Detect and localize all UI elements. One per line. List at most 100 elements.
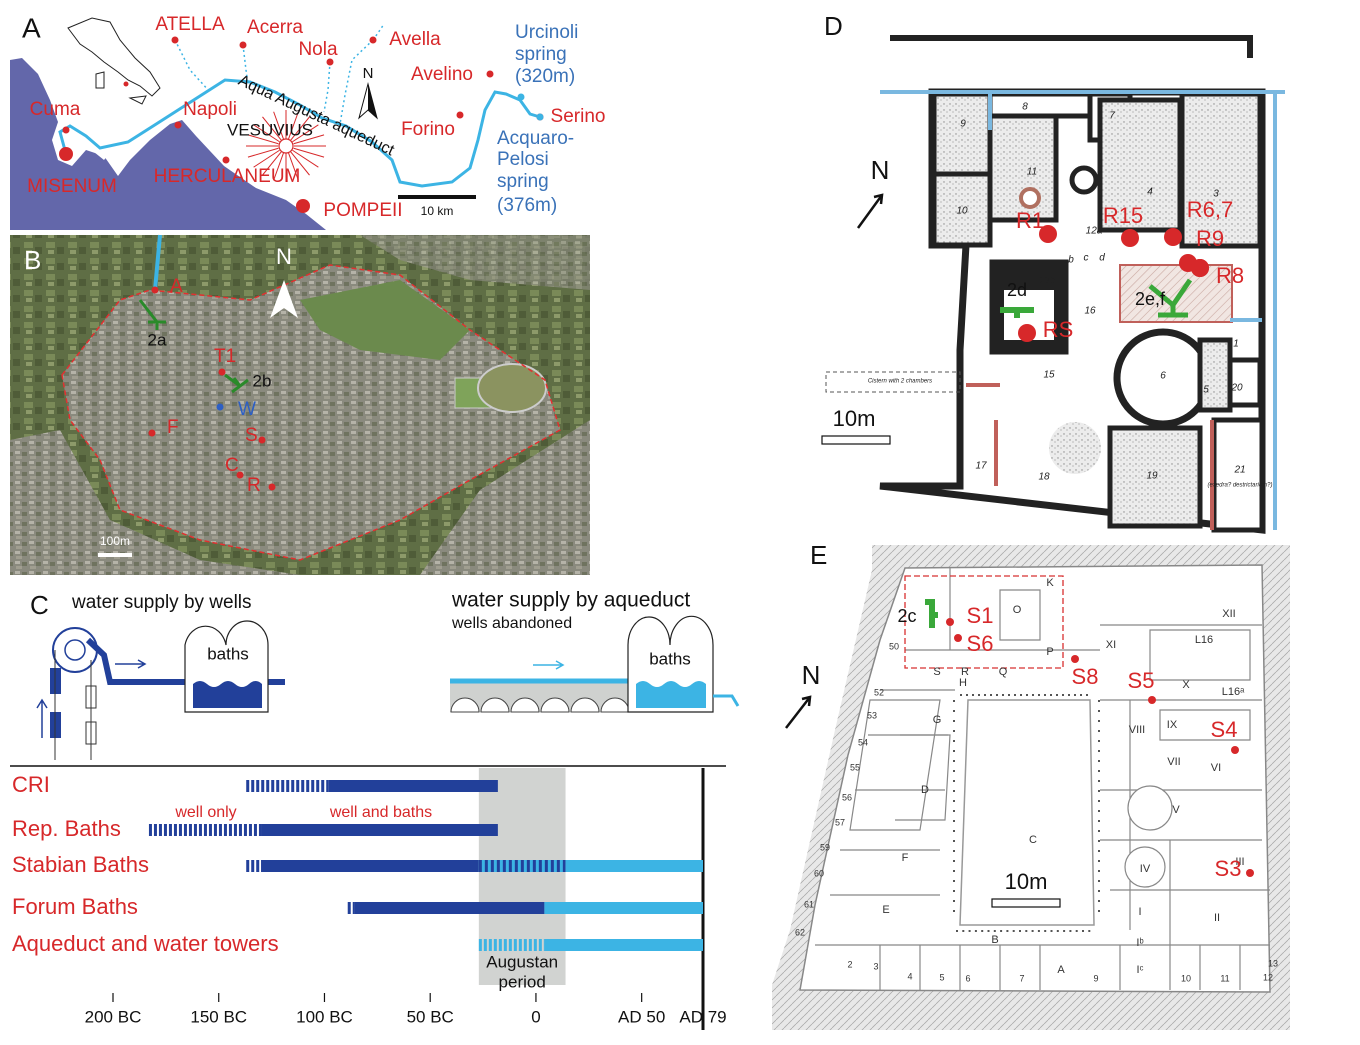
baths-label: baths xyxy=(207,644,249,663)
place-name: Acerra xyxy=(247,17,303,38)
room-label: 50 xyxy=(889,641,899,651)
colonnade xyxy=(1098,710,1100,712)
tributary xyxy=(324,62,330,112)
colonnade xyxy=(953,790,955,792)
basin xyxy=(1072,168,1096,192)
site-dot xyxy=(487,71,494,78)
room-label: L16 xyxy=(1195,634,1213,646)
room-number: 13b xyxy=(1039,276,1056,287)
colonnade xyxy=(978,694,980,696)
colonnade xyxy=(953,910,955,912)
colonnade xyxy=(953,880,955,882)
colonnade xyxy=(953,770,955,772)
site-dot xyxy=(1246,869,1254,877)
room-number: 15 xyxy=(1043,370,1055,381)
colonnade xyxy=(953,820,955,822)
site-label: W xyxy=(238,399,256,420)
north-label: N xyxy=(363,65,374,82)
colonnade xyxy=(1056,694,1058,696)
colonnade xyxy=(1019,930,1021,932)
colonnade xyxy=(953,750,955,752)
room-label: H xyxy=(959,677,967,689)
photo-ref: 2c xyxy=(897,606,916,626)
colonnade xyxy=(1098,830,1100,832)
room-label: X xyxy=(1182,679,1190,691)
colonnade xyxy=(1051,930,1053,932)
site-label: S xyxy=(245,425,258,446)
colonnade xyxy=(1062,694,1064,696)
x-tick-label: 100 BC xyxy=(296,1007,353,1026)
place-name: Napoli xyxy=(183,99,237,120)
room-label: E xyxy=(882,904,889,916)
place-name: ATELLA xyxy=(155,14,225,35)
room-label: F xyxy=(902,852,909,864)
room-number: 5 xyxy=(1203,385,1209,396)
room-label: VI xyxy=(1211,762,1221,774)
x-tick-label: 50 BC xyxy=(407,1007,454,1026)
room-number: 11 xyxy=(1027,167,1037,178)
sample-label: R9 xyxy=(1196,226,1224,251)
row-label: Aqueduct and water towers xyxy=(12,931,279,956)
room-number: 9 xyxy=(960,119,966,130)
site-dot xyxy=(172,37,179,44)
room-label: I xyxy=(1138,906,1141,918)
italy-outline xyxy=(68,18,160,104)
site-dot xyxy=(149,430,156,437)
spring-name: (320m) xyxy=(515,66,575,87)
spring-name: (376m) xyxy=(497,195,557,216)
room-number: 10 xyxy=(956,206,968,217)
room-number: 7 xyxy=(1109,111,1115,122)
colonnade xyxy=(953,730,955,732)
colonnade xyxy=(1098,750,1100,752)
colonnade xyxy=(1080,694,1082,696)
colonnade xyxy=(996,694,998,696)
room-label: P xyxy=(1046,646,1053,658)
colonnade xyxy=(953,710,955,712)
room-label: K xyxy=(1046,577,1054,589)
vesuvius-ray xyxy=(248,148,278,157)
sample-label: R1 xyxy=(1016,208,1044,233)
place-name: Avella xyxy=(389,29,441,50)
diagram-note: wells abandoned xyxy=(451,615,572,632)
room-label: 2 xyxy=(847,959,852,969)
room-label: 4 xyxy=(907,971,912,981)
diagram-title: water supply by aqueduct xyxy=(451,589,690,612)
sea xyxy=(10,58,326,230)
room-number: 20 xyxy=(1230,383,1243,394)
colonnade xyxy=(1086,694,1088,696)
annotation: well only xyxy=(174,804,236,821)
colonnade xyxy=(1006,930,1008,932)
room-label: 62 xyxy=(795,927,805,937)
site-dot xyxy=(223,157,230,164)
room xyxy=(990,94,1090,116)
colonnade xyxy=(953,720,955,722)
period-label: Augustan xyxy=(486,952,558,971)
site-dot xyxy=(240,42,247,49)
place-name: POMPEII xyxy=(323,200,402,221)
colonnade xyxy=(1098,820,1100,822)
north-label: N xyxy=(276,244,292,269)
colonnade xyxy=(962,930,964,932)
colonnade xyxy=(1013,930,1015,932)
site-dot xyxy=(518,94,525,101)
colonnade xyxy=(1098,850,1100,852)
x-tick-label: AD 79 xyxy=(679,1007,726,1026)
colonnade xyxy=(969,930,971,932)
room-label: B xyxy=(991,934,998,946)
scale-bar xyxy=(822,436,890,444)
sample-label: S6 xyxy=(967,631,994,656)
room-number: b xyxy=(1068,255,1074,266)
colonnade xyxy=(1098,840,1100,842)
scale-label: 100m xyxy=(100,534,130,548)
flow-arrow xyxy=(533,661,563,669)
room-number: c xyxy=(1084,253,1089,264)
site-dot xyxy=(1121,229,1139,247)
baths-water xyxy=(636,681,706,708)
place-name: Cuma xyxy=(30,99,81,120)
place-name: HERCULANEUM xyxy=(154,166,301,187)
room-label: 55 xyxy=(850,762,860,772)
colonnade xyxy=(1098,770,1100,772)
room-label: 13 xyxy=(1268,958,1278,968)
scale-label: 10m xyxy=(833,406,876,431)
room-label: 52 xyxy=(874,687,884,697)
